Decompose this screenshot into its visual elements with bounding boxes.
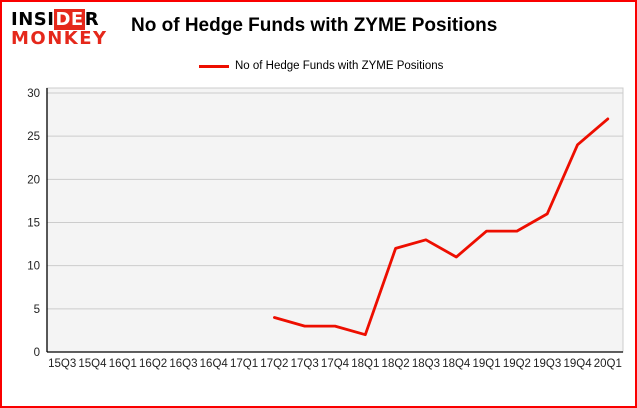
plot-area [46,87,624,353]
y-tick-label: 20 [27,174,40,186]
x-tick-label: 16Q1 [109,358,137,370]
legend: No of Hedge Funds with ZYME Positions [199,60,443,72]
series-line [272,117,610,337]
x-tick-label: 17Q4 [321,358,350,370]
x-tick-label: 16Q2 [139,358,167,370]
y-tick-label: 15 [27,218,40,230]
legend-line-swatch [199,64,229,68]
x-tick-label: 16Q3 [169,358,197,370]
x-tick-label: 16Q4 [200,358,229,370]
x-tick-label: 17Q2 [260,358,288,370]
y-tick-label: 25 [27,131,40,143]
logo-line1-post: R [84,9,100,30]
x-tick-label: 19Q1 [473,358,501,370]
x-tick-label: 18Q1 [351,358,379,370]
x-tick-label: 18Q4 [442,358,471,370]
y-tick-label: 10 [27,261,40,273]
x-tick-label: 17Q1 [230,358,258,370]
chart-svg: 0 5 10 15 20 25 30 15Q3 15Q4 16Q1 16Q2 16Q3 16Q4 17Q1… [27,87,624,370]
chart-title: No of Hedge Funds with ZYME Positions [131,15,498,36]
logo-line1-pre: INSI [11,9,55,30]
x-tick-label: 18Q2 [382,358,410,370]
x-tick-label: 19Q2 [503,358,531,370]
legend-label: No of Hedge Funds with ZYME Positions [235,60,444,72]
chart: 0 5 10 15 20 25 30 15Q3 15Q4 16Q1 16Q2 16Q3 16Q4 17Q1… [2,80,635,406]
x-tick-label: 18Q3 [412,358,440,370]
insider-monkey-logo: INSIDER MONKEY [11,9,108,50]
logo-accent: DE [54,9,85,30]
x-tick-label: 20Q1 [594,358,622,370]
y-tick-label: 0 [34,347,40,359]
logo-line1: INSIDER [11,9,108,30]
x-tick-label: 17Q3 [291,358,319,370]
x-tick-label: 15Q3 [48,358,76,370]
x-tick-label: 15Q4 [78,358,107,370]
x-tick-label: 19Q4 [563,358,592,370]
x-tick-label: 19Q3 [533,358,561,370]
logo-line2: MONKEY [11,28,108,50]
y-tick-label: 30 [27,88,40,100]
y-tick-label: 5 [34,304,40,316]
